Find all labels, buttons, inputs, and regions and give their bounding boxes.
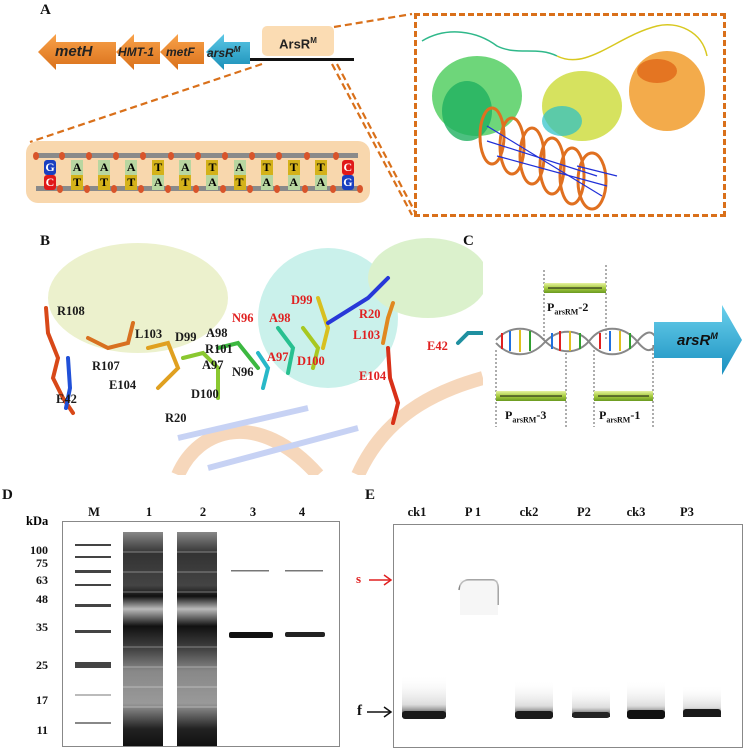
dna-ladder [33, 152, 363, 193]
promoter-line [250, 58, 354, 61]
free-probe-label: f [357, 703, 362, 719]
arsR-gene-arrow-label: arsRM [677, 331, 718, 349]
emsa-lane-P3: P3 [680, 505, 694, 519]
free-probe-arrow-icon [367, 706, 393, 718]
residue-D99-red: D99 [291, 293, 313, 307]
mw-marker-48: 48 [36, 592, 48, 606]
gene-arsR: arsRM [207, 45, 241, 60]
residue-A97-red: A97 [267, 350, 289, 364]
structure-background [44, 238, 483, 475]
residue-A98: A98 [206, 326, 228, 340]
panel-e-label: E [365, 487, 376, 503]
bottom-strand-bases: C T T T A T A T A A A G [44, 175, 354, 190]
residue-R108: R108 [57, 304, 85, 318]
residue-A97: A97 [202, 358, 224, 372]
fragment-p1-label: ParsRM-1 [599, 408, 641, 425]
mw-marker-25: 25 [36, 658, 48, 672]
gene-metF: metF [166, 45, 195, 59]
mw-marker-17: 17 [36, 693, 48, 707]
lane-label-2: 2 [199, 505, 207, 519]
lane-label-3: 3 [249, 505, 257, 519]
emsa-lane-ck2: ck2 [519, 505, 539, 519]
gene-metH: metH [55, 43, 93, 60]
shifted-band-label: s [356, 571, 362, 586]
lane-label-4: 4 [298, 505, 306, 519]
emsa-lane-ck3: ck3 [626, 505, 646, 519]
residue-L103: L103 [135, 327, 163, 341]
panel-a-label: A [40, 2, 51, 18]
gene-cluster-arrows [38, 34, 250, 70]
emsa-lane-ck1: ck1 [407, 505, 427, 519]
residue-R20: R20 [165, 411, 187, 425]
emsa-lane-P1: P 1 [464, 505, 482, 519]
protein-dna-structure-frame [414, 13, 726, 217]
gene-HMT-1: HMT-1 [118, 45, 154, 59]
arsr-protein-box: ArsRM [262, 26, 334, 56]
lane-label-1: 1 [145, 505, 153, 519]
shifted-band-arrow-icon [369, 574, 393, 586]
residue-D100-red: D100 [297, 354, 325, 368]
mw-marker-100: 100 [30, 543, 48, 557]
panel-d-label: D [2, 487, 13, 503]
residue-L103-red: L103 [353, 328, 381, 342]
mw-marker-75: 75 [36, 556, 48, 570]
panel-c-label: C [463, 233, 474, 249]
mw-marker-35: 35 [36, 620, 48, 634]
promoter-fragments-diagram [495, 265, 742, 427]
emsa-lane-P2: P2 [577, 505, 591, 519]
residue-R101: R101 [205, 342, 233, 356]
residue-E42-red: E42 [427, 339, 448, 353]
residue-E42: E42 [56, 392, 77, 406]
lane-label-M: M [88, 505, 100, 519]
zoom-connector-lines [29, 12, 416, 216]
residue-D99: D99 [175, 330, 197, 344]
emsa-gel [393, 524, 743, 748]
residue-D100: D100 [191, 387, 219, 401]
residue-N96-red: N96 [232, 311, 254, 325]
panel-b-label: B [40, 233, 51, 249]
residue-R107: R107 [92, 359, 120, 373]
dna-binding-site-box [26, 141, 370, 203]
protein-dna-structure-image [421, 24, 708, 211]
residue-A98-red: A98 [269, 311, 291, 325]
residue-N96: N96 [232, 365, 254, 379]
sds-page-gel [62, 521, 340, 747]
fragment-p3-label: ParsRM-3 [505, 408, 547, 425]
residue-E104-red: E104 [359, 369, 387, 383]
mw-marker-63: 63 [36, 573, 48, 587]
sds-page-bands [75, 532, 325, 746]
kda-unit-label: kDa [26, 514, 49, 528]
mw-marker-11: 11 [36, 723, 48, 737]
residue-E104: E104 [109, 378, 137, 392]
top-strand-bases: G A A A T A T A T T T C [44, 160, 354, 175]
emsa-bands [402, 579, 721, 719]
residue-R20-red: R20 [359, 307, 381, 321]
fragment-p2-label: ParsRM-2 [547, 300, 589, 317]
binding-residues-structure: R108 L103 D99 A98 R101 R107 A97 N96 E104… [28, 238, 483, 475]
